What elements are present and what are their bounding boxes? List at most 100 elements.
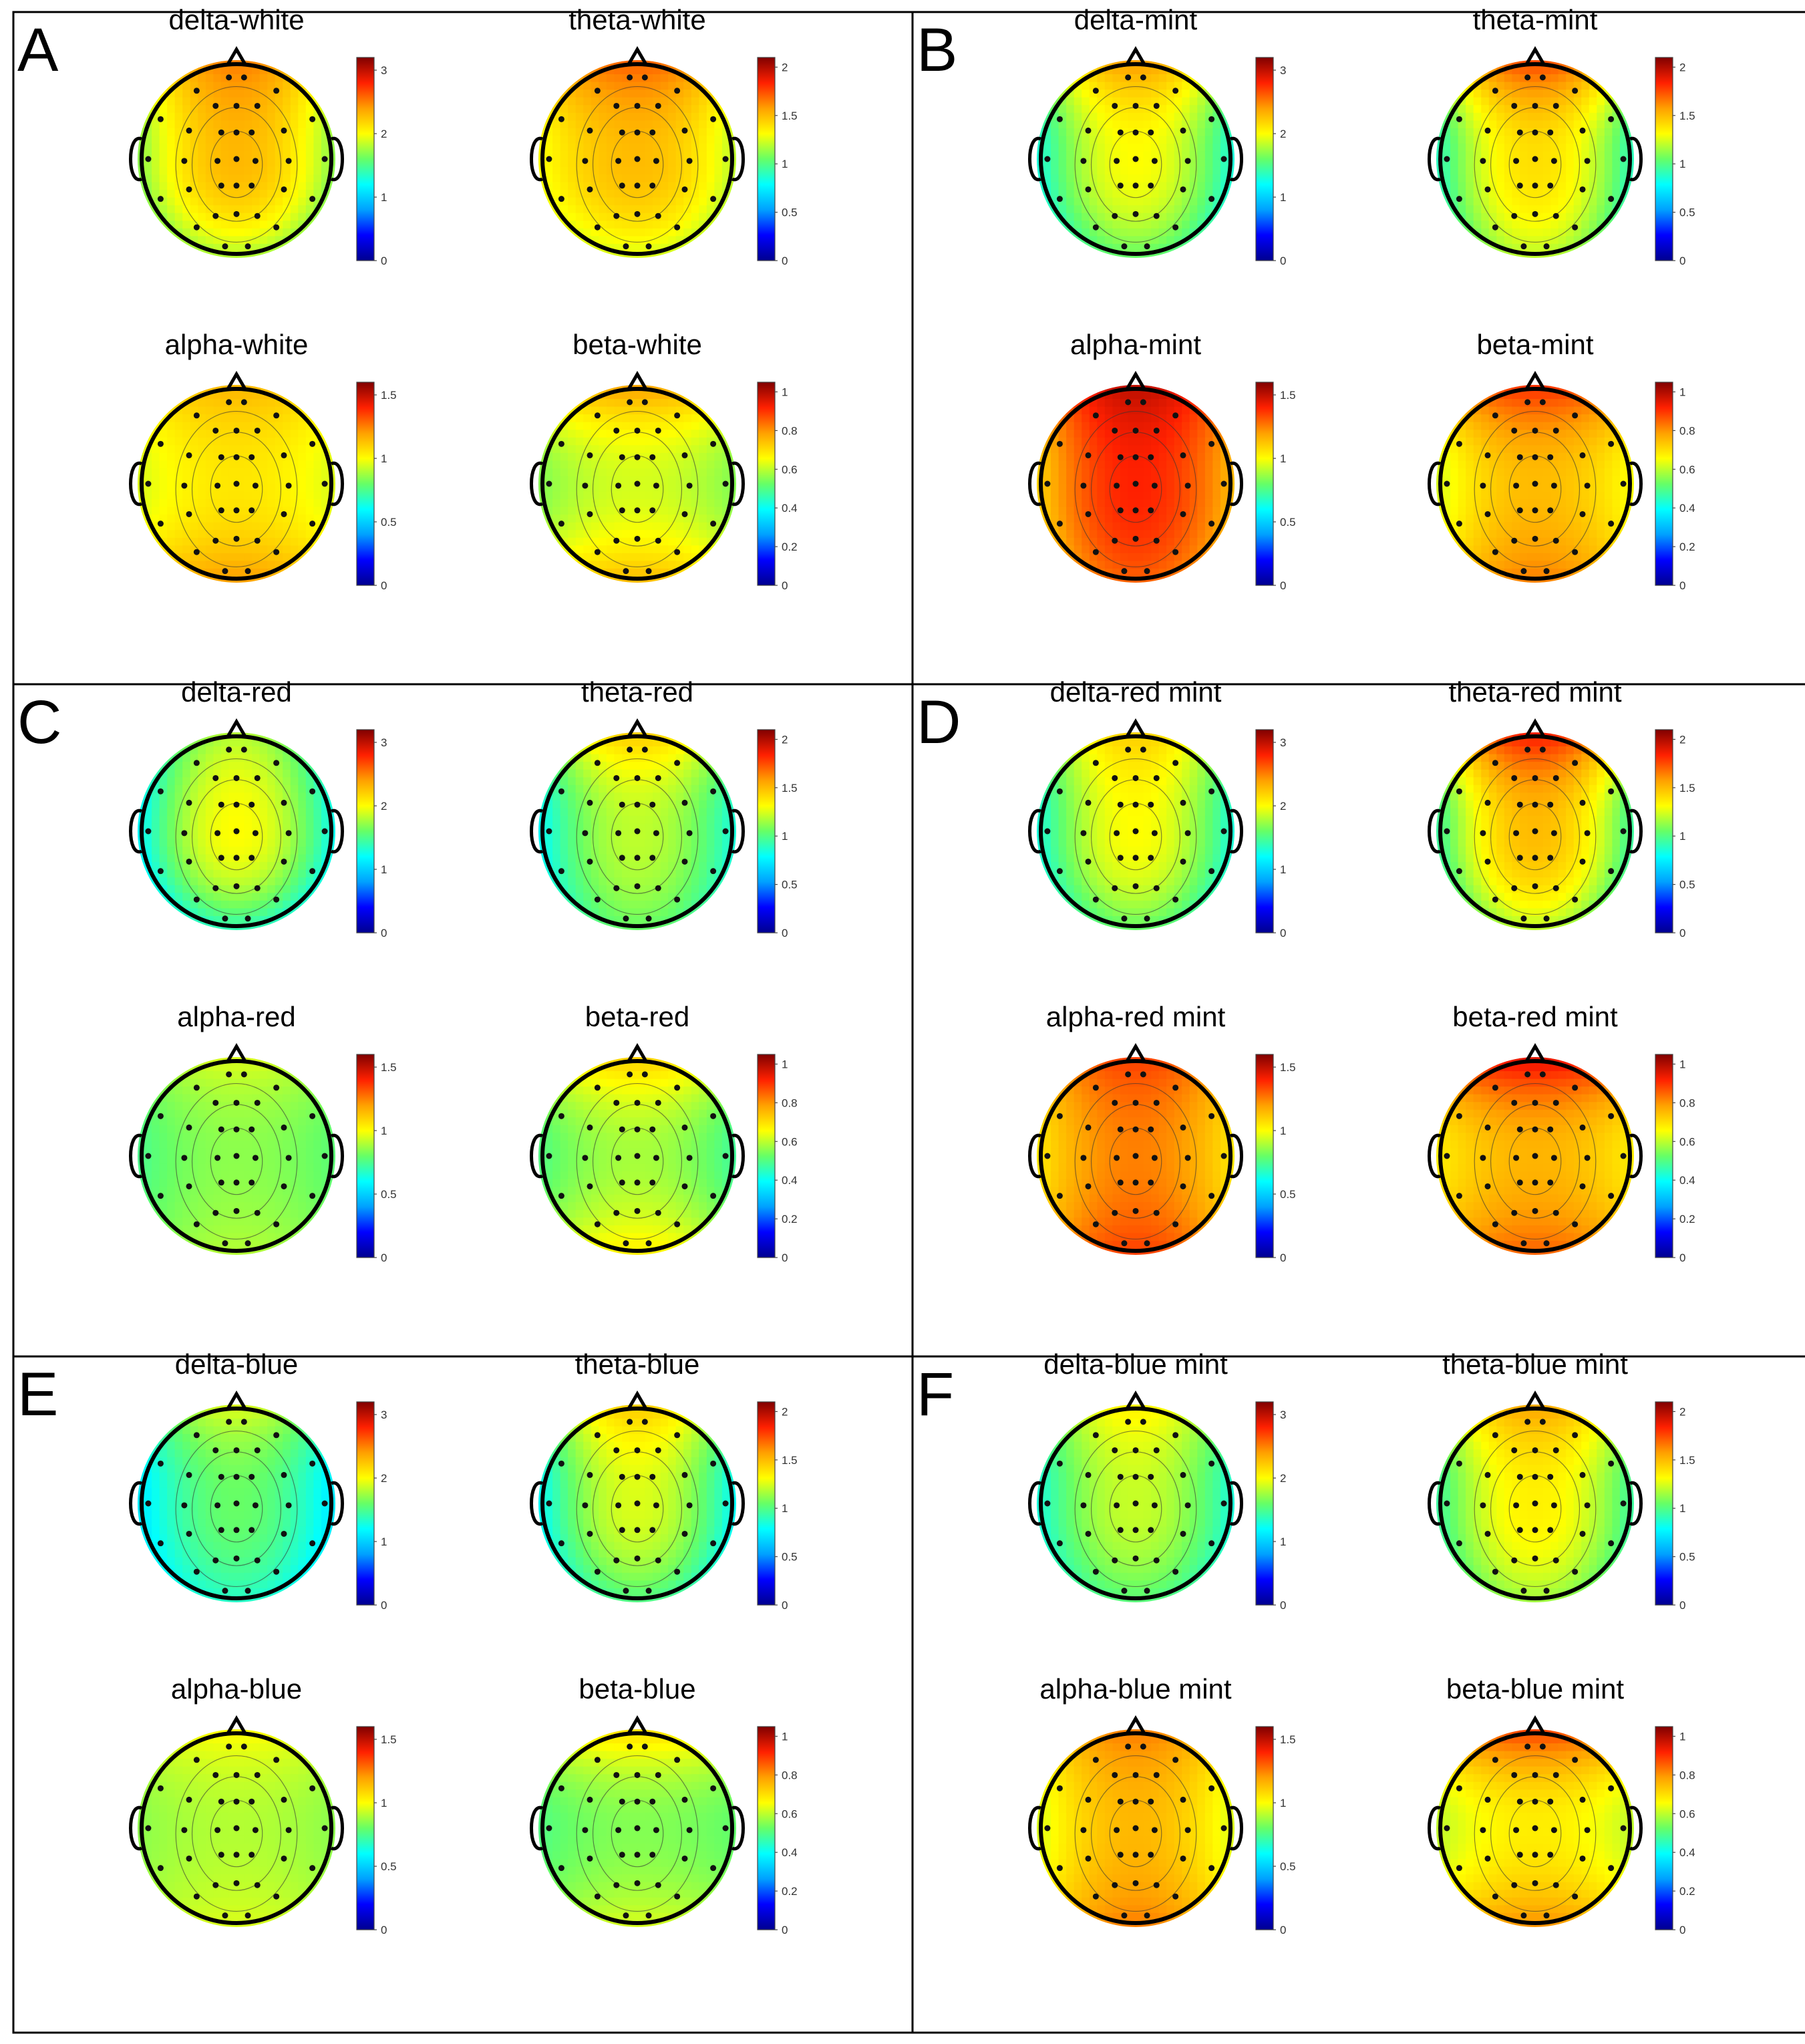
heat-cell xyxy=(252,522,261,531)
heat-cell xyxy=(660,515,669,523)
heat-cell xyxy=(1473,414,1482,423)
heat-cell xyxy=(645,553,653,562)
heat-cell xyxy=(645,221,653,229)
heat-cell xyxy=(1604,166,1613,175)
heat-cell xyxy=(568,422,577,431)
heat-cell xyxy=(645,82,653,90)
heat-cell xyxy=(1104,545,1114,554)
heat-cell xyxy=(152,182,160,190)
heat-cell xyxy=(691,205,700,214)
heat-cell xyxy=(1473,430,1482,438)
heat-cell xyxy=(244,174,253,183)
heat-cell xyxy=(599,484,607,492)
heat-cell xyxy=(1589,136,1598,144)
heat-cell xyxy=(236,468,245,477)
heat-cell xyxy=(283,445,291,454)
heat-cell xyxy=(1051,515,1059,523)
heat-cell xyxy=(1151,515,1160,523)
heat-cell xyxy=(1512,499,1520,508)
heat-cell xyxy=(259,561,268,569)
heat-cell xyxy=(228,553,237,562)
heat-cell xyxy=(1212,128,1221,137)
heat-cell xyxy=(1450,452,1459,462)
heat-cell xyxy=(591,452,600,462)
heat-cell xyxy=(1496,530,1505,539)
heat-cell xyxy=(1158,143,1167,152)
nose-outline xyxy=(1124,371,1147,392)
heat-cell xyxy=(1166,74,1175,83)
heat-cell xyxy=(1488,452,1498,462)
heat-cell xyxy=(1550,236,1559,245)
heat-cell xyxy=(1189,151,1198,160)
electrode-dot xyxy=(710,521,717,527)
electrode-dot xyxy=(546,156,552,162)
heat-cell xyxy=(1535,460,1544,469)
heat-cell xyxy=(1182,136,1190,144)
heat-cell xyxy=(660,399,669,408)
heat-cell xyxy=(1512,406,1520,415)
heat-cell xyxy=(544,468,553,477)
heat-cell xyxy=(1074,97,1083,106)
heat-cell xyxy=(1558,399,1567,408)
heat-cell xyxy=(174,452,184,462)
heat-cell xyxy=(583,151,592,160)
heat-cell xyxy=(244,228,253,237)
heat-cell xyxy=(1504,182,1513,190)
heat-cell xyxy=(1189,515,1198,523)
heat-cell xyxy=(1496,484,1505,492)
heat-cell xyxy=(1466,120,1474,129)
heat-cell xyxy=(1066,437,1075,446)
electrode-dot xyxy=(1532,129,1538,136)
heat-cell xyxy=(614,491,623,500)
heat-cell xyxy=(1074,476,1083,484)
heat-cell xyxy=(660,74,669,83)
heat-cell xyxy=(1504,476,1513,484)
heat-cell xyxy=(591,460,600,469)
heat-cell xyxy=(259,445,268,454)
electrode-dot xyxy=(1552,212,1559,219)
heat-cell xyxy=(252,112,261,122)
heat-cell xyxy=(1512,82,1520,90)
heat-cell xyxy=(1535,90,1544,98)
heat-cell xyxy=(1089,491,1098,500)
heat-cell xyxy=(1197,452,1206,462)
heat-cell xyxy=(1519,97,1528,106)
heat-cell xyxy=(629,136,638,144)
heat-cell xyxy=(259,143,268,152)
heat-cell xyxy=(213,251,222,258)
heat-cell xyxy=(560,460,568,469)
electrode-dot xyxy=(623,568,629,575)
heat-cell xyxy=(645,422,653,431)
heat-cell xyxy=(267,197,276,206)
heat-cell xyxy=(1589,212,1598,222)
heat-cell xyxy=(1496,430,1505,438)
heat-cell xyxy=(198,236,206,245)
heat-cell xyxy=(1597,143,1605,152)
heat-cell xyxy=(1158,499,1167,508)
heat-cell xyxy=(1120,499,1129,508)
heat-cell xyxy=(1458,136,1466,144)
electrode-dot xyxy=(1056,440,1063,447)
heat-cell xyxy=(152,476,160,484)
heat-cell xyxy=(313,128,322,137)
heat-cell xyxy=(275,159,284,168)
heat-cell xyxy=(606,422,615,431)
heat-cell xyxy=(305,205,315,214)
heat-cell xyxy=(1488,197,1498,206)
heat-cell xyxy=(1112,112,1121,122)
heat-cell xyxy=(591,499,600,508)
ear-outline xyxy=(129,136,143,182)
heat-cell xyxy=(1573,437,1583,446)
electrode-dot xyxy=(641,74,648,81)
heat-cell xyxy=(220,484,230,492)
heat-cell xyxy=(220,391,230,400)
heat-cell xyxy=(560,499,568,508)
heat-cell xyxy=(1566,506,1575,515)
heat-cell xyxy=(313,143,322,152)
heat-cell xyxy=(629,553,638,562)
heat-cell xyxy=(228,445,237,454)
heat-cell xyxy=(252,228,261,237)
heat-cell xyxy=(1573,553,1583,562)
electrode-dot xyxy=(634,480,641,487)
heat-cell xyxy=(198,120,206,129)
